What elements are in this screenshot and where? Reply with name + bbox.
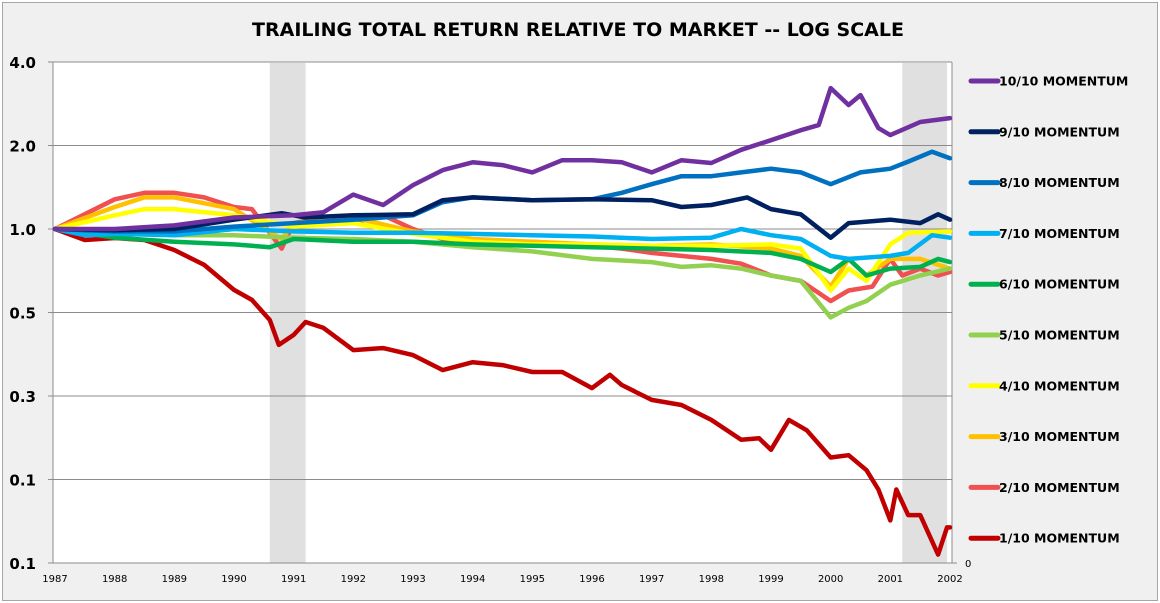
x-tick-label: 2000 [818,574,843,585]
x-tick-label: 1993 [400,574,425,585]
legend-label: 1/10 MOMENTUM [999,531,1120,546]
chart-title: TRAILING TOTAL RETURN RELATIVE TO MARKET… [252,19,904,41]
series-line-8-10 [52,149,953,234]
legend-item: 1/10 MOMENTUM [968,531,1120,546]
legend-item: 6/10 MOMENTUM [968,277,1120,292]
legend-item: 3/10 MOMENTUM [968,429,1120,444]
series-line-5-10 [52,226,953,320]
series-line-4-10 [52,206,953,293]
x-tick-label: 1998 [699,574,724,585]
legend-item: 10/10 MOMENTUM [968,74,1128,89]
legend-label: 9/10 MOMENTUM [999,124,1120,139]
x-tick-label: 1995 [520,574,545,585]
legend-label: 10/10 MOMENTUM [999,74,1128,89]
x-tick-label: 1997 [639,574,664,585]
legend-item: 7/10 MOMENTUM [968,226,1120,241]
y-tick-label: 0.5 [9,305,36,323]
x-tick-label: 1989 [162,574,187,585]
legend-label: 3/10 MOMENTUM [999,429,1120,444]
x-tick-label: 1992 [341,574,366,585]
secondary-y-label: 0 [965,559,971,570]
legend: 10/10 MOMENTUM 9/10 MOMENTUM 8/10 MOMENTUM… [968,74,1128,546]
legend-item: 5/10 MOMENTUM [968,328,1120,343]
legend-label: 4/10 MOMENTUM [999,378,1120,393]
x-tick-label: 1991 [281,574,306,585]
series-line-10-10 [52,85,953,232]
x-tick-label: 1990 [221,574,246,585]
legend-label: 5/10 MOMENTUM [999,328,1120,343]
legend-label: 2/10 MOMENTUM [999,480,1120,495]
legend-item: 4/10 MOMENTUM [968,378,1120,393]
x-axis-ticks: 1987 1988 1989 1990 1991 1992 1993 1994 1995 1996… [42,574,962,585]
y-tick-label: 0.3 [9,388,36,406]
x-tick-label: 1988 [102,574,127,585]
legend-item: 2/10 MOMENTUM [968,480,1120,495]
x-tick-label: 1987 [42,574,67,585]
series-line-1-10 [52,226,953,557]
y-tick-label: 0.1 [9,472,36,490]
y-tick-label: 2.0 [9,138,36,156]
x-tick-label: 1999 [758,574,783,585]
x-tick-label: 2002 [937,574,962,585]
y-tick-label: 0.1 [9,555,36,573]
legend-label: 6/10 MOMENTUM [999,277,1120,292]
legend-label: 7/10 MOMENTUM [999,226,1120,241]
y-axis-ticks: 4.0 2.0 1.0 0.5 0.3 0.1 0.1 [9,54,36,573]
y-tick-label: 4.0 [9,54,36,72]
x-tick-label: 1996 [579,574,604,585]
y-tick-label: 1.0 [9,221,36,239]
legend-label: 8/10 MOMENTUM [999,175,1120,190]
series-line-6-10 [52,226,953,278]
legend-item: 9/10 MOMENTUM [968,124,1120,139]
legend-item: 8/10 MOMENTUM [968,175,1120,190]
x-tick-label: 2001 [878,574,903,585]
x-tick-label: 1994 [460,574,485,585]
series-line-7-10 [52,226,953,262]
series-lines [52,85,953,557]
gridlines [48,61,957,564]
